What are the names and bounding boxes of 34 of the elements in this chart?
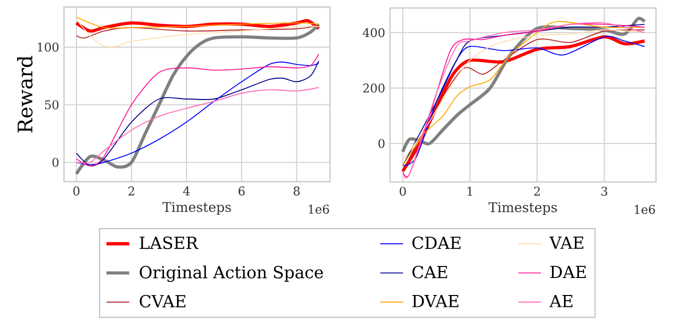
x-tick-label: 2 [534, 186, 540, 196]
legend-label: VAE [549, 236, 584, 249]
legend-label: AE [549, 295, 572, 308]
line-series [76, 16, 320, 29]
x-tick-label: 0 [400, 186, 406, 196]
x-tick-label: 6 [238, 186, 245, 196]
y-tick-label: 0 [52, 158, 58, 168]
x-tick-label: 0 [73, 186, 80, 196]
legend-label: CDAE [412, 236, 460, 250]
legend-label: Original Action Space [140, 266, 323, 282]
legend-label: CAE [412, 266, 448, 278]
text: 1e6 [308, 204, 329, 214]
y-tick-label: 50 [45, 100, 58, 110]
legend-label: DAE [550, 266, 586, 278]
x-axis-title: Timesteps [162, 202, 231, 215]
line-series [76, 87, 320, 164]
y-tick-label: 400 [362, 28, 384, 38]
x-axis-title: Timesteps [488, 202, 557, 216]
text: 1e6 [634, 205, 655, 214]
x-tick-label: 1 [468, 186, 472, 196]
line-series [74, 22, 320, 176]
legend-label: LASER [140, 236, 198, 250]
y-axis-title: Reward [17, 56, 33, 133]
x-tick-label: 8 [294, 186, 300, 196]
legend-label: CVAE [140, 295, 186, 308]
x-tick-label: 4 [183, 186, 190, 196]
line-series [76, 19, 320, 48]
y-tick-label: 100 [38, 42, 58, 52]
x-tick-label: 3 [601, 186, 608, 196]
y-tick-label: 0 [378, 139, 384, 148]
y-tick-label: 200 [363, 84, 384, 93]
legend-label: DVAE [412, 295, 458, 308]
x-tick-label: 2 [128, 186, 134, 196]
line-series [76, 24, 320, 39]
